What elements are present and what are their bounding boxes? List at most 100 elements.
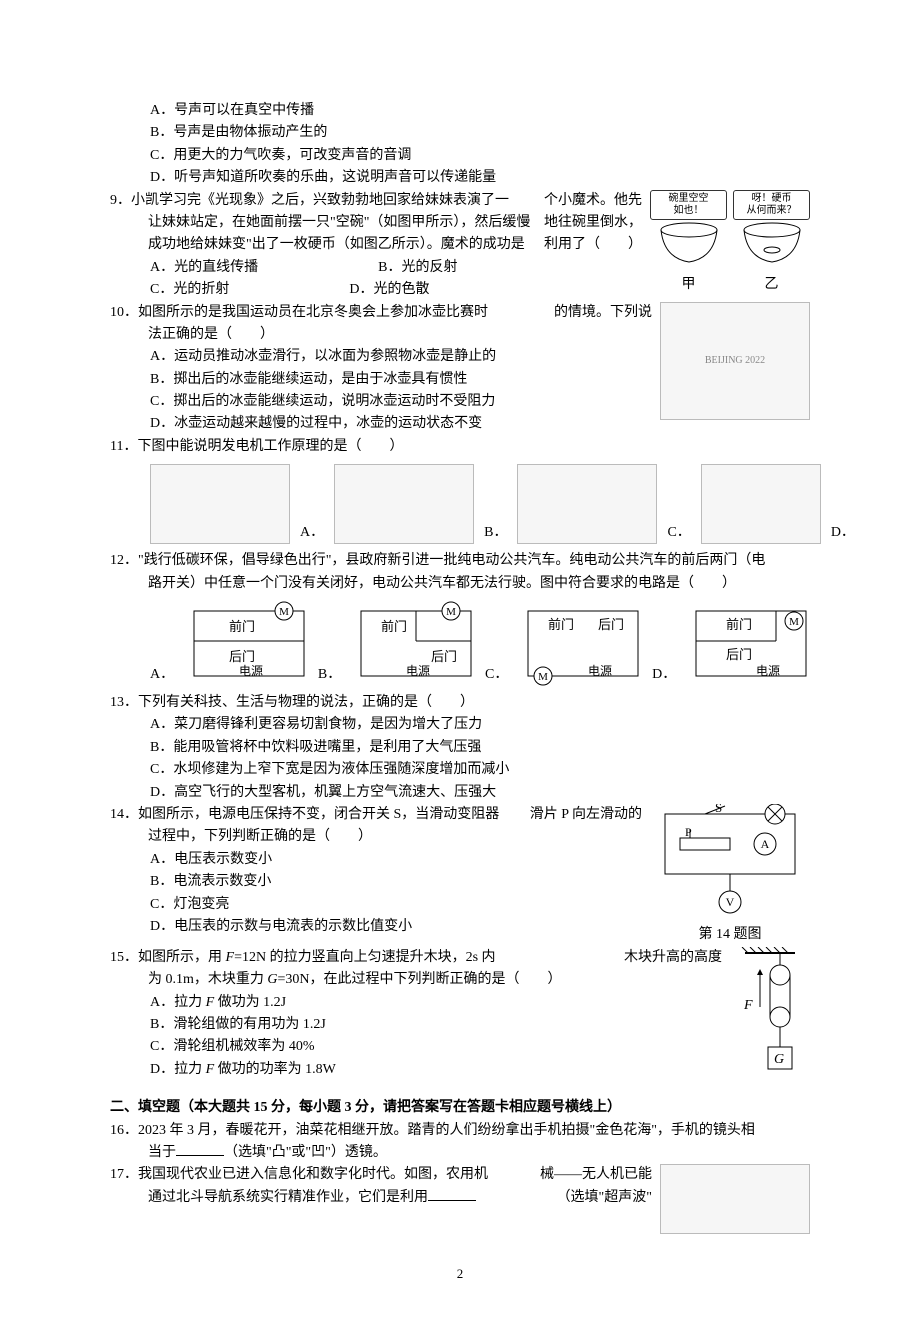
q17-block: 17．我国现代农业已进入信息化和数字化时代。如图，农用机 械——无人机已能 通过…	[110, 1164, 810, 1209]
q15-A-F: F	[206, 995, 215, 1010]
q9-opt-C: C．光的折射	[150, 279, 229, 301]
svg-text:G: G	[774, 1052, 784, 1067]
q11-label-A: A．	[300, 522, 324, 544]
q8-opt-C: C．用更大的力气吹奏，可改变声音的音调	[110, 145, 810, 167]
q9-figure: 碗里空空 如也！ 甲 呀！硬币 从何而来？ 乙	[650, 190, 810, 297]
q9-stem3-tail: 利用了（ ）	[544, 234, 642, 256]
svg-text:电源: 电源	[756, 664, 780, 678]
q15-figure: F G	[730, 947, 810, 1085]
q9-cap-left: 甲	[650, 274, 727, 296]
q15-stem1-tail: 木块升高的高度	[624, 947, 722, 969]
svg-text:V: V	[726, 895, 735, 909]
q11-label-D: D．	[831, 522, 855, 544]
q17-stem2-a: 通过北斗导航系统实行精准作业，它们是利用	[148, 1190, 428, 1205]
q15-stem1: 15．如图所示，用 F=12N 的拉力竖直向上匀速提升木块，2s 内 木块升高的…	[110, 947, 810, 969]
q15-stem2: 为 0.1m，木块重力 G=30N，在此过程中下列判断正确的是（ ）	[110, 969, 810, 991]
q15-opt-C: C．滑轮组机械效率为 40%	[110, 1036, 810, 1058]
q15-block: F G 15．如图所示，用 F=12N 的拉力竖直向上匀速提升木块，2s 内 木…	[110, 947, 810, 1081]
q15-stem1-a: 15．如图所示，用	[110, 950, 226, 965]
q11-figs: A． B． C． D．	[110, 464, 810, 544]
svg-text:前门: 前门	[381, 619, 407, 634]
q13-opt-B: B．能用吸管将杯中饮料吸进嘴里，是利用了大气压强	[110, 737, 810, 759]
pulley-icon: F G	[730, 947, 810, 1077]
q17-stem1-tail: 械——无人机已能	[540, 1164, 652, 1186]
svg-text:M: M	[279, 606, 289, 618]
q17-photo	[660, 1164, 810, 1234]
q14-figure: S P A V 第 14 题图	[650, 804, 810, 947]
svg-text:M: M	[538, 671, 548, 683]
q9-opt-B: B．光的反射	[378, 257, 457, 279]
svg-text:F: F	[743, 998, 753, 1013]
q13-stem: 13．下列有关科技、生活与物理的说法，正确的是（ ）	[110, 692, 810, 714]
q10-photo: BEIJING 2022	[660, 302, 810, 420]
q16-blank[interactable]	[176, 1142, 224, 1156]
q12-label-B: B．	[318, 664, 341, 686]
svg-text:电源: 电源	[588, 664, 612, 678]
q12-circuit-B: M 前门 后门 电源	[351, 601, 475, 686]
q10-stem1-tail: 的情境。下列说	[554, 302, 652, 324]
q16-stem2-b: （选填"凸"或"凹"）透镜。	[224, 1145, 387, 1160]
q17-blank[interactable]	[428, 1187, 476, 1201]
q15-G: G	[267, 972, 277, 987]
q15-stem2-b: =30N，在此过程中下列判断正确的是（ ）	[278, 972, 562, 987]
svg-text:A: A	[761, 837, 770, 851]
q12-label-A: A．	[150, 664, 174, 686]
q15-opt-B: B．滑轮组做的有用功为 1.2J	[110, 1014, 810, 1036]
svg-text:M: M	[789, 616, 799, 628]
q9-bubble-right: 呀！硬币 从何而来？	[733, 190, 810, 220]
q14-circuit-icon: S P A V	[655, 804, 805, 914]
q8-opt-D: D．听号声知道所吹奏的乐曲，这说明声音可以传递能量	[110, 167, 810, 189]
q16-stem2-a: 当于	[148, 1145, 176, 1160]
q14-block: S P A V 第 14 题图 14．如图所示，电源电压保持不变，闭合开关 S，…	[110, 804, 810, 938]
q15-D-a: D．拉力	[150, 1062, 206, 1077]
q11-fig-D	[701, 464, 821, 544]
q15-stem2-a: 为 0.1m，木块重力	[148, 972, 267, 987]
q16-stem1: 16．2023 年 3 月，春暖花开，油菜花相继开放。踏青的人们纷纷拿出手机拍摄…	[110, 1120, 810, 1142]
q11-fig-A	[150, 464, 290, 544]
q9-block: 碗里空空 如也！ 甲 呀！硬币 从何而来？ 乙	[110, 190, 810, 302]
exam-page: A．号声可以在真空中传播 B．号声是由物体振动产生的 C．用更大的力气吹奏，可改…	[0, 0, 920, 1325]
q9-stem2-text: 让妹妹站定，在她面前摆一只"空碗"（如图甲所示），然后缓慢	[148, 215, 530, 230]
q12-circuit-C: M 前门 后门 电源	[518, 601, 642, 686]
q14-stem1-text: 14．如图所示，电源电压保持不变，闭合开关 S，当滑动变阻器	[110, 807, 499, 822]
q13-opt-A: A．菜刀磨得锋利更容易切割食物，是因为增大了压力	[110, 714, 810, 736]
svg-text:前门: 前门	[548, 617, 574, 632]
q9-stem1-text: 9．小凯学习完《光现象》之后，兴致勃勃地回家给妹妹表演了一	[110, 193, 509, 208]
q11-stem: 11．下图中能说明发电机工作原理的是（ ）	[110, 436, 810, 458]
q15-opt-D: D．拉力 F 做功的功率为 1.8W	[110, 1059, 810, 1081]
q10-block: BEIJING 2022 10．如图所示的是我国运动员在北京冬奥会上参加冰壶比赛…	[110, 302, 810, 436]
bowl-icon	[654, 220, 724, 266]
q14-stem1-tail: 滑片 P 向左滑动的	[530, 804, 642, 826]
page-number: 2	[110, 1264, 810, 1285]
q9-opt-A: A．光的直线传播	[150, 257, 258, 279]
q11-label-B: B．	[484, 522, 507, 544]
q15-opt-A: A．拉力 F 做功为 1.2J	[110, 992, 810, 1014]
q11-label-C: C．	[667, 522, 690, 544]
svg-text:后门: 后门	[229, 649, 255, 664]
q15-F: F	[226, 950, 235, 965]
q15-D-b: 做功的功率为 1.8W	[214, 1062, 336, 1077]
q14-caption: 第 14 题图	[650, 924, 810, 946]
q12-figs: A． M 前门 后门 电源 B． M 前门 后门 电源 C． M 前门 后门 电…	[110, 601, 810, 686]
svg-text:后门: 后门	[726, 647, 752, 662]
q13-opt-D: D．高空飞行的大型客机，机翼上方空气流速大、压强大	[110, 782, 810, 804]
q12-stem2: 路开关）中任意一个门没有关闭好，电动公共汽车都无法行驶。图中符合要求的电路是（ …	[110, 573, 810, 595]
q12-circuit-A: M 前门 后门 电源	[184, 601, 308, 686]
q9-stem1-tail: 个小魔术。他先	[544, 190, 642, 212]
q17-stem2-tail: （选填"超声波"	[557, 1187, 652, 1209]
svg-text:电源: 电源	[406, 664, 430, 678]
svg-text:前门: 前门	[726, 617, 752, 632]
q12-label-C: C．	[485, 664, 508, 686]
bowl-coin-icon	[737, 220, 807, 266]
svg-text:M: M	[446, 606, 456, 618]
q15-stem1-b: =12N 的拉力竖直向上匀速提升木块，2s 内	[234, 950, 495, 965]
section2-title: 二、填空题（本大题共 15 分，每小题 3 分，请把答案写在答题卡相应题号横线上…	[110, 1097, 810, 1119]
q15-A-b: 做功为 1.2J	[214, 995, 286, 1010]
svg-text:前门: 前门	[229, 619, 255, 634]
q15-A-a: A．拉力	[150, 995, 206, 1010]
q12-stem1: 12．"践行低碳环保，倡导绿色出行"，县政府新引进一批纯电动公共汽车。纯电动公共…	[110, 550, 810, 572]
q16-stem2: 当于 （选填"凸"或"凹"）透镜。	[110, 1142, 810, 1164]
svg-text:后门: 后门	[431, 649, 457, 664]
q10-stem1-text: 10．如图所示的是我国运动员在北京冬奥会上参加冰壶比赛时	[110, 305, 488, 320]
q15-D-F: F	[206, 1062, 215, 1077]
